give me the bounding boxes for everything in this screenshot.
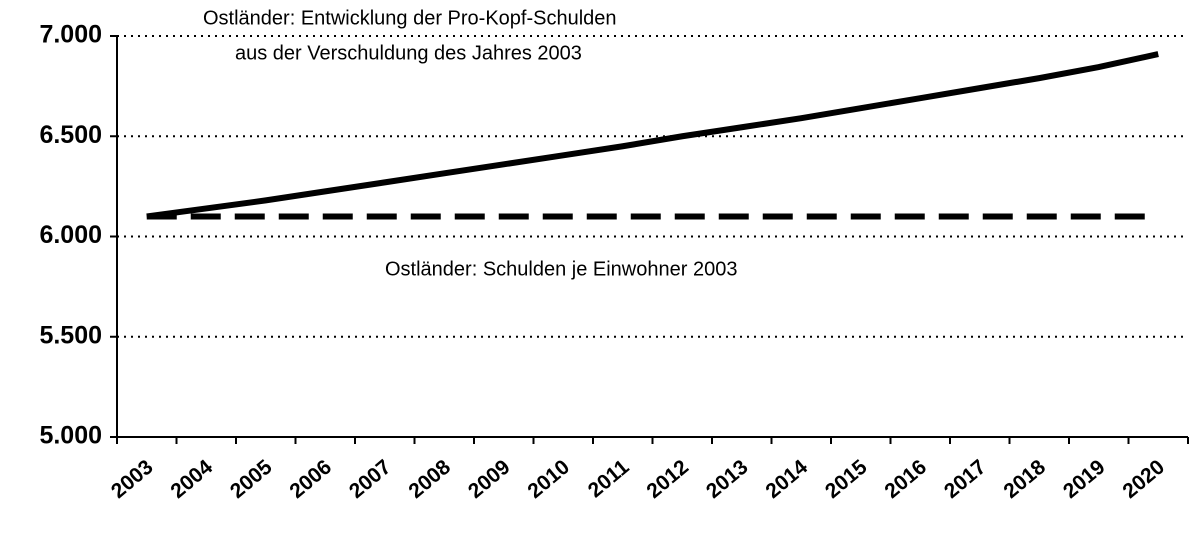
x-tick-label: 2013 bbox=[702, 455, 753, 503]
y-tick-label: 6.500 bbox=[39, 121, 102, 149]
x-tick-label: 2019 bbox=[1059, 455, 1110, 503]
y-tick-label: 5.000 bbox=[39, 422, 102, 450]
x-tick-label: 2009 bbox=[464, 455, 515, 503]
x-tick-label: 2020 bbox=[1118, 455, 1169, 503]
x-tick-label: 2004 bbox=[166, 455, 217, 503]
x-tick-label: 2018 bbox=[999, 455, 1050, 503]
x-tick-label: 2003 bbox=[107, 455, 158, 503]
x-tick-label: 2014 bbox=[761, 455, 812, 503]
x-tick-label: 2010 bbox=[523, 455, 574, 503]
line bbox=[146, 51, 1159, 220]
x-tick-label: 2017 bbox=[940, 455, 991, 503]
annotation: aus der Verschuldung des Jahres 2003 bbox=[235, 42, 582, 64]
x-tick-label: 2011 bbox=[584, 455, 634, 502]
x-tick-label: 2006 bbox=[285, 455, 336, 503]
x-tick-label: 2012 bbox=[642, 455, 693, 503]
x-tick-label: 2016 bbox=[880, 455, 931, 503]
x-tick-label: 2015 bbox=[821, 455, 872, 503]
y-tick-label: 7.000 bbox=[39, 21, 102, 49]
annotation: Ostländer: Schulden je Einwohner 2003 bbox=[385, 258, 737, 280]
x-tick-label: 2007 bbox=[345, 455, 396, 503]
x-tick-label: 2008 bbox=[404, 455, 455, 503]
y-tick-label: 5.500 bbox=[39, 321, 102, 349]
y-tick-label: 6.000 bbox=[39, 221, 102, 249]
x-tick-label: 2005 bbox=[226, 455, 277, 503]
annotation: Ostländer: Entwicklung der Pro-Kopf-Schu… bbox=[203, 7, 617, 29]
